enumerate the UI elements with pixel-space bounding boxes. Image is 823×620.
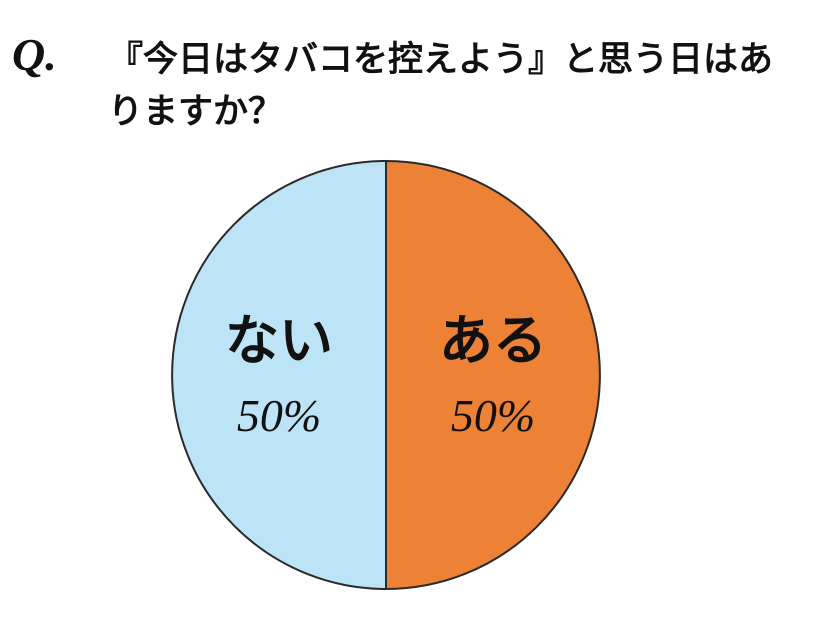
chart-title: 『今日はタバコを控えよう』と思う日はありますか？ <box>108 40 774 132</box>
pie-slice <box>171 159 387 591</box>
value-label: 50% <box>237 390 321 441</box>
slice-label: ある <box>439 309 547 372</box>
value-label: 50% <box>451 390 535 441</box>
question-prefix: Q. <box>12 29 57 80</box>
pie-slice <box>385 159 601 591</box>
slice-label: ない <box>225 309 333 372</box>
